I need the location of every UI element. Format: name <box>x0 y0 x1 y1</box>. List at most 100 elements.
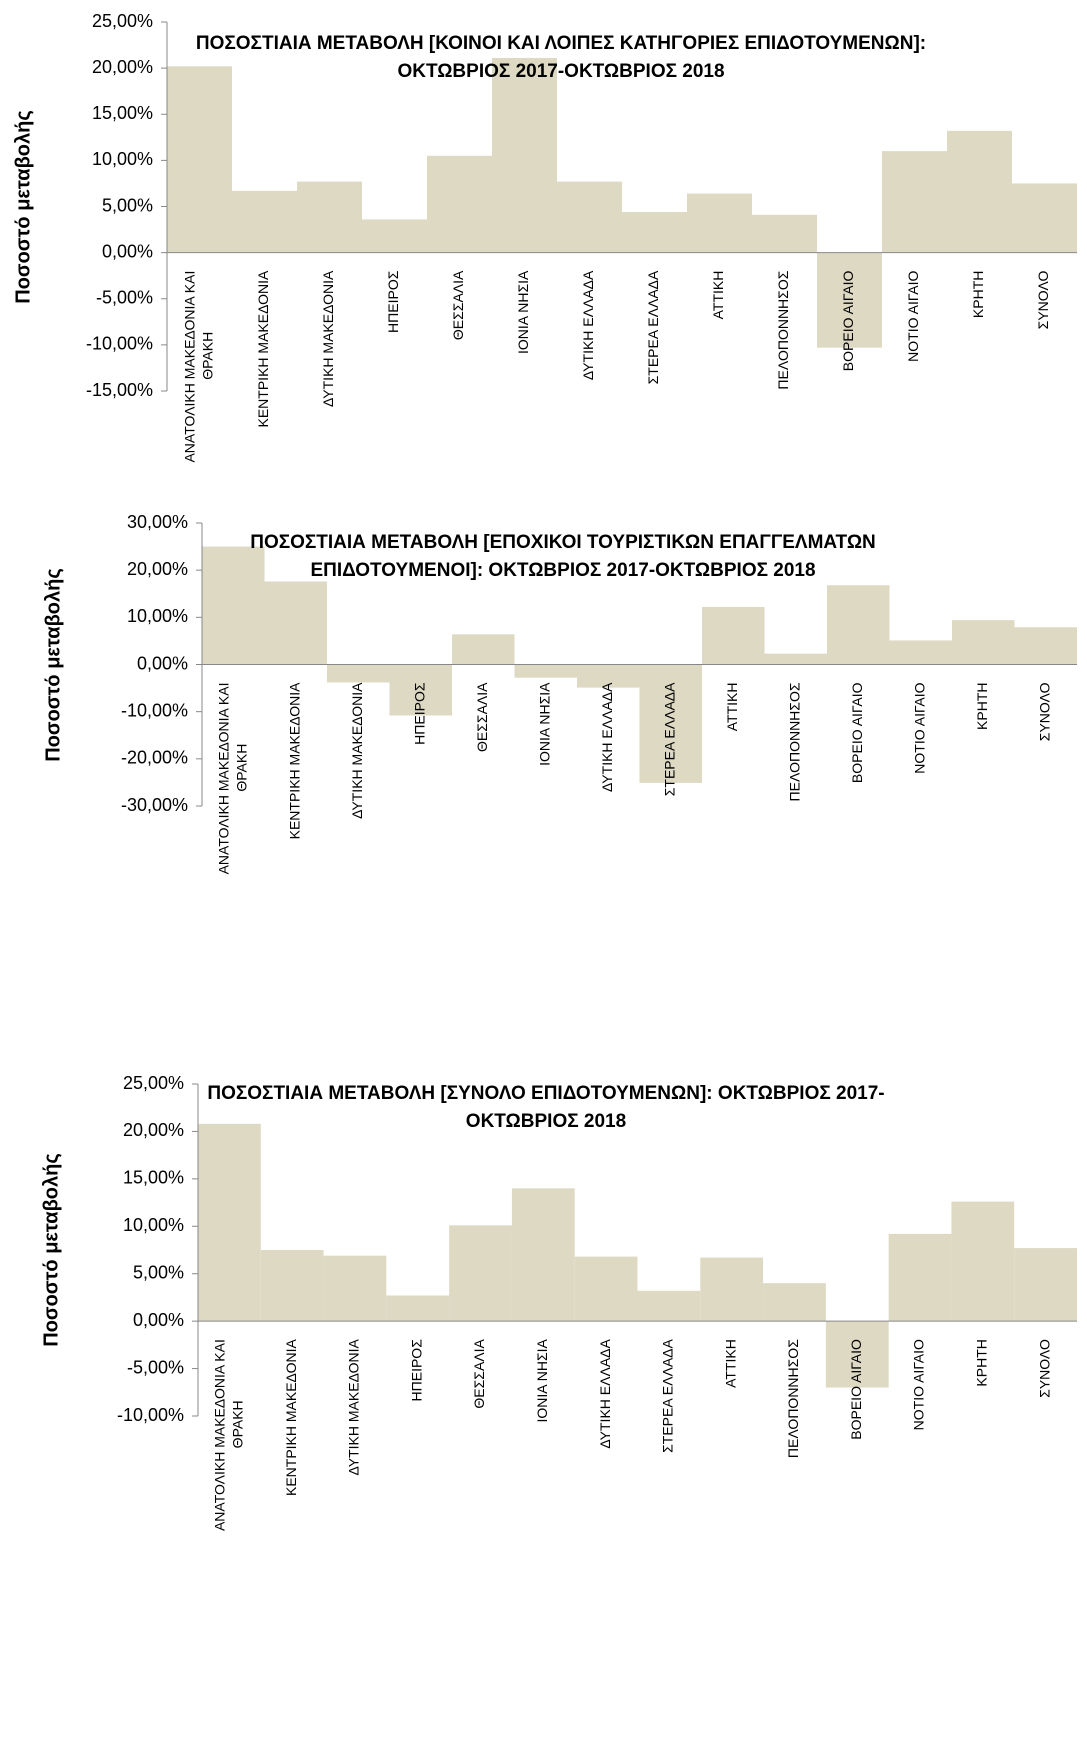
x-tick-label: ΝΟΤΙΟ ΑΙΓΑΙΟ <box>905 271 921 362</box>
bar <box>951 1201 1015 1322</box>
bar <box>752 214 817 253</box>
bar <box>389 664 452 716</box>
x-tick-label: ΗΠΕΙΡΟΣ <box>411 682 427 745</box>
x-tick-label: ΑΤΤΙΚΗ <box>710 271 726 320</box>
x-tick-label: ΚΡΗΤΗ <box>974 683 990 730</box>
bar <box>825 1321 889 1388</box>
y-tick-label: -10,00% <box>121 700 188 720</box>
bar <box>427 155 492 253</box>
y-tick-label: 10,00% <box>127 606 188 626</box>
bar <box>449 1225 512 1322</box>
bar <box>511 1188 575 1322</box>
y-tick-label: -15,00% <box>86 380 153 400</box>
bar <box>264 581 327 665</box>
chart-title: ΠΟΣΟΣΤΙΑΙΑ ΜΕΤΑΒΟΛΗ [ΚΟΙΝΟΙ ΚΑΙ ΛΟΙΠΕΣ Κ… <box>196 33 926 54</box>
bar <box>574 1256 638 1322</box>
bar <box>452 634 515 665</box>
bar <box>323 1255 387 1322</box>
x-tick-label: ΣΤΕΡΕΑ ΕΛΛΑΔΑ <box>645 270 661 384</box>
bar <box>889 640 952 665</box>
x-tick-label: ΔΥΤΙΚΗ ΜΑΚΕΔΟΝΙΑ <box>349 682 365 819</box>
x-tick-label: ΚΕΝΤΡΙΚΗ ΜΑΚΕΔΟΝΙΑ <box>286 682 302 840</box>
x-tick-label: ΙΟΝΙΑ ΝΗΣΙΑ <box>536 682 552 766</box>
y-tick-label: 5,00% <box>102 195 153 215</box>
x-tick-label: ΘΕΣΣΑΛΙΑ <box>471 1338 487 1408</box>
x-tick-label: ΑΤΤΙΚΗ <box>722 1339 738 1388</box>
y-tick-label: 0,00% <box>133 1310 184 1330</box>
y-tick-label: -5,00% <box>96 288 153 308</box>
y-tick-label: 20,00% <box>123 1120 184 1140</box>
x-tick-label: ΔΥΤΙΚΗ ΕΛΛΑΔΑ <box>580 270 596 380</box>
y-tick-label: 25,00% <box>92 11 153 31</box>
x-tick-label: ΚΡΗΤΗ <box>974 1339 990 1386</box>
bar <box>817 252 882 348</box>
bar <box>763 1283 826 1322</box>
bar <box>637 1290 701 1322</box>
chart-title: ΠΟΣΟΣΤΙΑΙΑ ΜΕΤΑΒΟΛΗ [ΕΠΟΧΙΚΟΙ ΤΟΥΡΙΣΤΙΚΩ… <box>250 532 876 553</box>
x-tick-label: ΣΤΕΡΕΑ ΕΛΛΑΔΑ <box>660 1338 676 1452</box>
bar <box>700 1257 764 1322</box>
y-tick-label: -10,00% <box>117 1405 184 1425</box>
bar <box>702 606 765 665</box>
x-tick-label: ΙΟΝΙΑ ΝΗΣΙΑ <box>515 270 531 354</box>
x-tick-label: ΠΕΛΟΠΟΝΝΗΣΟΣ <box>785 1339 801 1458</box>
bar <box>687 193 752 253</box>
bar <box>386 1295 450 1322</box>
x-tick-label: ΠΕΛΟΠΟΝΝΗΣΟΣ <box>775 270 791 389</box>
y-axis-label: Ποσοστό μεταβολής <box>42 568 64 762</box>
bar <box>947 130 1012 253</box>
y-tick-label: 20,00% <box>92 57 153 77</box>
bar <box>297 181 362 253</box>
y-tick-label: 10,00% <box>92 149 153 169</box>
bar <box>260 1250 324 1322</box>
x-tick-label: ΘΕΣΣΑΛΙΑ <box>450 270 466 340</box>
x-tick-label: ΗΠΕΙΡΟΣ <box>408 1339 424 1402</box>
x-tick-label: ΙΟΝΙΑ ΝΗΣΙΑ <box>534 1338 550 1422</box>
x-tick-label: ΚΕΝΤΡΙΚΗ ΜΑΚΕΔΟΝΙΑ <box>255 270 271 428</box>
bar <box>577 664 640 688</box>
x-tick-label: ΣΥΝΟΛΟ <box>1035 271 1051 330</box>
bar <box>327 664 390 683</box>
x-tick-label: ΑΝΑΤΟΛΙΚΗ ΜΑΚΕΔΟΝΙΑ ΚΑΙ ΘΡΑΚΗ <box>211 1339 245 1531</box>
x-tick-label: ΝΟΤΙΟ ΑΙΓΑΙΟ <box>911 1339 927 1430</box>
bar <box>202 546 265 665</box>
bar <box>492 57 557 253</box>
x-tick-label: ΔΥΤΙΚΗ ΜΑΚΕΔΟΝΙΑ <box>346 1338 362 1475</box>
chart-title: ΟΚΤΩΒΡΙΟΣ 2017-ΟΚΤΩΒΡΙΟΣ 2018 <box>397 61 724 82</box>
bar <box>882 151 947 253</box>
bar <box>827 585 890 665</box>
x-tick-label: ΗΠΕΙΡΟΣ <box>385 270 401 333</box>
x-tick-label: ΔΥΤΙΚΗ ΕΛΛΑΔΑ <box>597 1338 613 1448</box>
y-tick-label: -20,00% <box>121 748 188 768</box>
x-tick-label: ΑΝΑΤΟΛΙΚΗ ΜΑΚΕΔΟΝΙΑ ΚΑΙ ΘΡΑΚΗ <box>181 271 215 463</box>
y-tick-label: 20,00% <box>127 559 188 579</box>
x-tick-label: ΑΝΑΤΟΛΙΚΗ ΜΑΚΕΔΟΝΙΑ ΚΑΙ ΘΡΑΚΗ <box>215 683 249 875</box>
bar <box>362 219 427 253</box>
x-tick-label: ΒΟΡΕΙΟ ΑΙΓΑΙΟ <box>840 271 856 372</box>
bar <box>888 1233 952 1322</box>
y-axis-label: Ποσοστό μεταβολής <box>40 1153 62 1347</box>
bar <box>557 181 622 253</box>
bar <box>764 653 827 665</box>
y-tick-label: 25,00% <box>123 1073 184 1093</box>
y-tick-label: 0,00% <box>137 653 188 673</box>
y-tick-label: -30,00% <box>121 795 188 815</box>
bar <box>639 664 702 783</box>
chart-title: ΟΚΤΩΒΡΙΟΣ 2018 <box>466 1111 626 1132</box>
y-tick-label: 15,00% <box>123 1168 184 1188</box>
y-tick-label: 15,00% <box>92 103 153 123</box>
x-tick-label: ΣΥΝΟΛΟ <box>1036 1339 1052 1398</box>
x-tick-label: ΒΟΡΕΙΟ ΑΙΓΑΙΟ <box>849 682 865 783</box>
chart-title: ΠΟΣΟΣΤΙΑΙΑ ΜΕΤΑΒΟΛΗ [ΣΥΝΟΛΟ ΕΠΙΔΟΤΟΥΜΕΝΩ… <box>207 1083 884 1104</box>
x-tick-label: ΠΕΛΟΠΟΝΝΗΣΟΣ <box>786 682 802 801</box>
x-tick-label: ΔΥΤΙΚΗ ΕΛΛΑΔΑ <box>599 682 615 792</box>
x-tick-label: ΣΥΝΟΛΟ <box>1036 682 1052 741</box>
x-tick-label: ΣΤΕΡΕΑ ΕΛΛΑΔΑ <box>661 682 677 796</box>
bar <box>198 1123 261 1322</box>
y-tick-label: -10,00% <box>86 334 153 354</box>
y-axis-label: Ποσοστό μεταβολής <box>12 110 34 304</box>
x-tick-label: ΝΟΤΙΟ ΑΙΓΑΙΟ <box>911 682 927 773</box>
bar <box>1012 183 1077 253</box>
y-tick-label: -5,00% <box>127 1357 184 1377</box>
